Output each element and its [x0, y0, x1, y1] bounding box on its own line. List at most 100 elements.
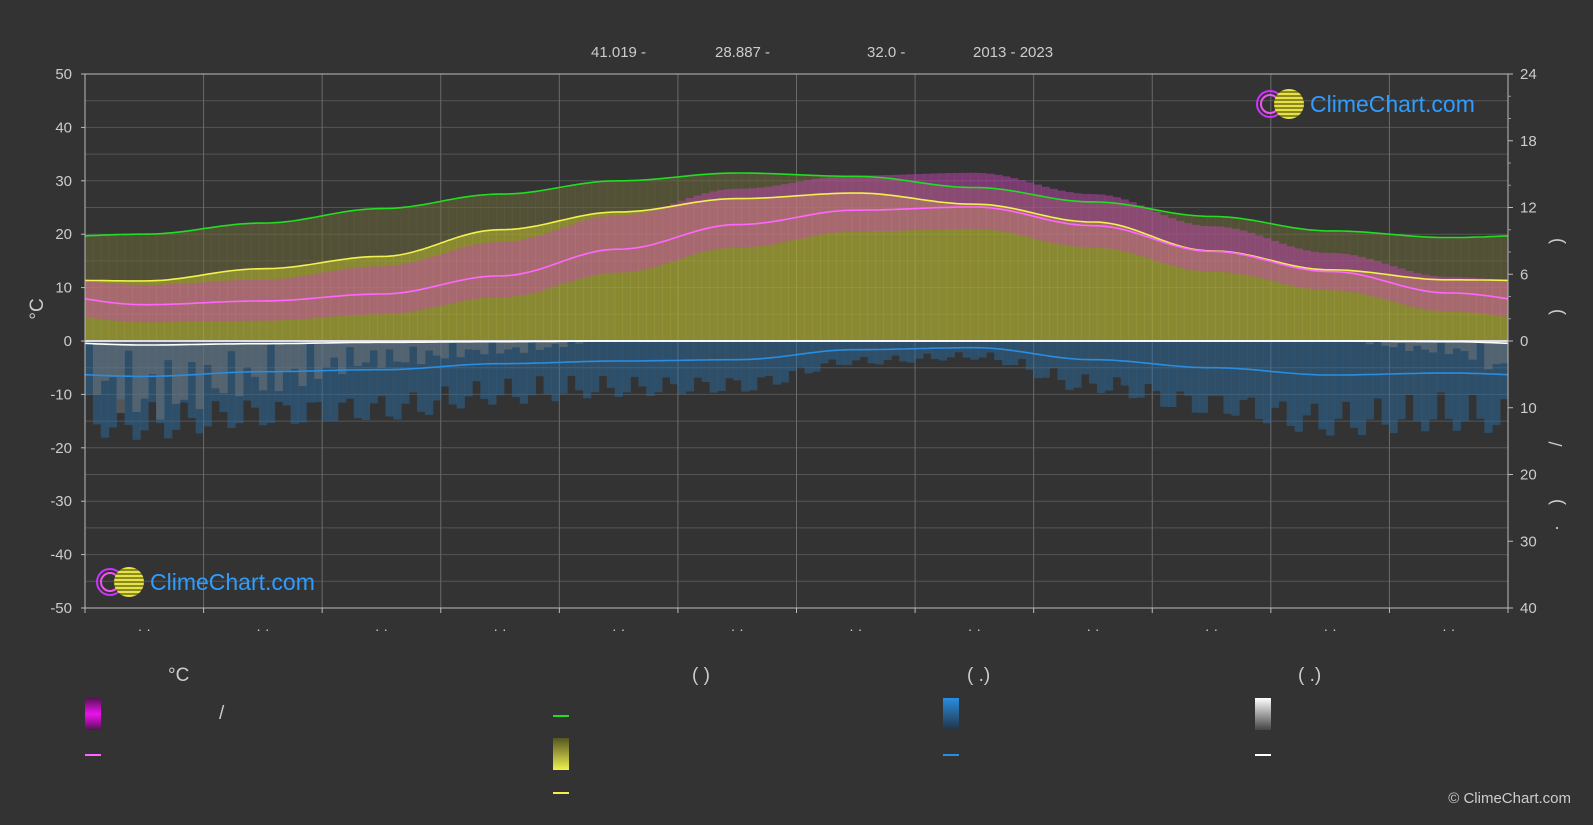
daylight-bar: [1460, 237, 1469, 280]
rain-bar: [1183, 341, 1193, 396]
rain-bar: [851, 341, 861, 361]
sunshine-bar: [527, 226, 537, 341]
daylight-bar: [946, 186, 956, 204]
y-left-tick-label: 10: [55, 280, 72, 297]
temp-range-bar: [1183, 223, 1193, 270]
rain-bar: [875, 341, 884, 365]
daylight-bar: [1389, 234, 1398, 276]
sunshine-bar: [930, 201, 940, 341]
rain-bar: [124, 341, 133, 426]
temp-range-bar: [171, 284, 181, 323]
temp-range-bar: [899, 174, 908, 231]
rain-bar: [1365, 341, 1375, 420]
logo-bottom[interactable]: ClimeChart.com: [96, 565, 315, 599]
rain-bar: [1081, 341, 1090, 375]
legend-temp-mean-line: [85, 754, 101, 756]
sunshine-bar: [1041, 215, 1050, 341]
sunshine-bar: [1112, 224, 1122, 341]
snow-bar: [266, 341, 276, 344]
sunshine-bar: [828, 193, 837, 341]
temp-range-bar: [1089, 194, 1098, 248]
daylight-bar: [527, 191, 537, 227]
sunshine-line: [84, 192, 1509, 282]
temp-range-bar: [788, 182, 797, 241]
temp-range-bar: [503, 241, 513, 297]
rain-bar: [100, 341, 110, 438]
daylight-bar: [1065, 200, 1074, 221]
snow-bar: [1452, 341, 1461, 349]
rain-bar: [1436, 341, 1446, 393]
snow-bar: [116, 341, 125, 414]
sunshine-bar: [1421, 278, 1430, 341]
y-left-tick-label: -50: [50, 600, 72, 617]
sunshine-bar: [1104, 223, 1114, 341]
rain-bar: [1136, 341, 1145, 398]
daylight-bar: [622, 180, 631, 212]
sunshine-bar: [1057, 219, 1066, 341]
temp-range-bar: [1460, 277, 1469, 313]
rain-bar: [1278, 341, 1288, 402]
daylight-bar: [685, 175, 695, 204]
rain-bar: [812, 341, 821, 372]
rain-bar: [480, 341, 489, 399]
rain-bar: [227, 341, 236, 428]
y-right-mm-label: 20: [1520, 467, 1537, 484]
rain-bar: [907, 341, 916, 363]
rain-bar: [630, 341, 639, 377]
daylight-bar: [922, 183, 932, 201]
snow-bar: [424, 341, 434, 351]
sunshine-bar: [764, 197, 774, 341]
snow-bar: [385, 341, 394, 350]
y-right-mm-label: 40: [1520, 600, 1537, 617]
sunshine-bar: [978, 204, 987, 341]
sunshine-bar: [1255, 257, 1264, 341]
rain-bar: [1389, 341, 1398, 434]
daylight-bar: [1334, 230, 1343, 270]
rain-bar: [1334, 341, 1343, 419]
rain-bar: [401, 341, 410, 404]
sunshine-bar: [922, 200, 932, 341]
rain-bar: [503, 341, 513, 379]
daylight-bar: [567, 185, 576, 219]
temp-range-bar: [701, 193, 710, 252]
rain-bar: [353, 341, 363, 419]
temp-range-bar: [764, 186, 774, 245]
daylight-bar: [219, 225, 228, 272]
temp-range-bar: [575, 222, 584, 279]
temp-range-bar: [488, 242, 497, 298]
sunshine-bar: [796, 195, 805, 341]
daylight-bar: [915, 182, 924, 200]
sunshine-bar: [195, 275, 204, 341]
sunshine-bar: [1484, 280, 1493, 341]
rain-bar: [780, 341, 789, 383]
temp-range-bar: [1065, 192, 1074, 246]
daylight-bar: [677, 176, 687, 205]
sunshine-bar: [780, 196, 789, 341]
sunshine-bar: [211, 272, 220, 341]
snow-bar: [511, 341, 521, 348]
daylight-bar: [606, 180, 616, 213]
legend-snow-line: [1255, 754, 1271, 756]
snow-bar: [124, 341, 133, 351]
sunshine-bar: [519, 228, 529, 341]
temp-range-bar: [780, 184, 789, 243]
sunshine-bar: [543, 223, 552, 341]
daylight-bar: [132, 234, 141, 281]
rain-bar: [543, 341, 552, 395]
temp-range-bar: [598, 216, 608, 274]
temp-range-bar: [954, 172, 963, 229]
logo-top[interactable]: ClimeChart.com: [1256, 87, 1475, 121]
temp-range-bar: [606, 215, 616, 273]
temp-range-bar: [709, 191, 718, 250]
sunshine-bar: [962, 204, 971, 341]
daylight-bar: [1041, 196, 1050, 216]
rain-bar: [108, 341, 118, 428]
y-right-hours-label: 24: [1520, 66, 1537, 83]
daylight-bar: [962, 187, 971, 205]
temp-mean-line: [84, 206, 1509, 306]
daylight-bar: [330, 213, 339, 261]
snow-bar: [503, 341, 513, 350]
logo-text: ClimeChart.com: [1310, 90, 1475, 117]
snow-bar: [1428, 341, 1438, 353]
daylight-bar: [535, 190, 544, 226]
